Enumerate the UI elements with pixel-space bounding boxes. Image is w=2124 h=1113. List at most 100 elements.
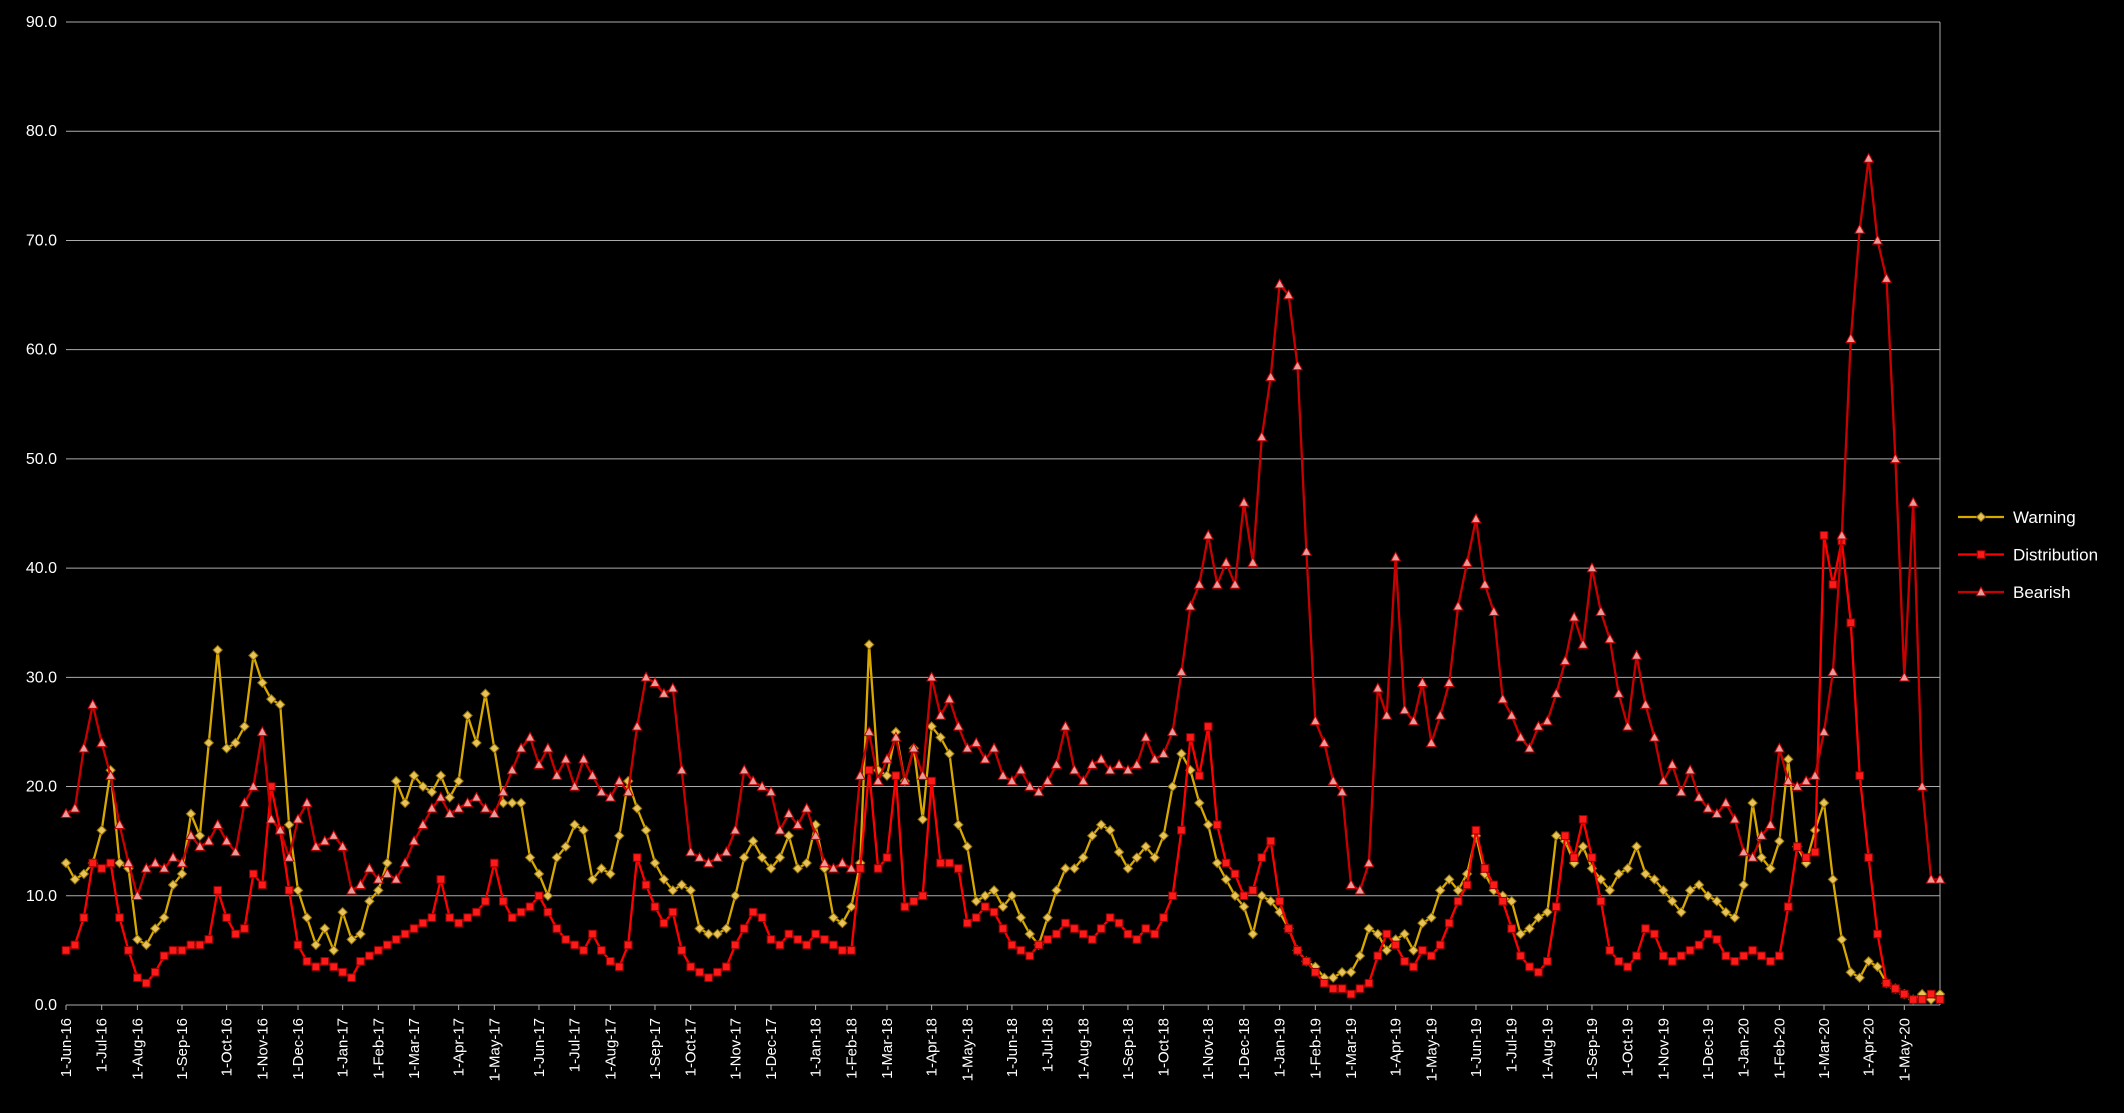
square-marker [1551,902,1561,912]
diamond-marker [578,824,589,836]
triangle-marker [970,736,982,748]
diamond-marker [792,863,804,874]
triangle-marker [1845,332,1857,343]
triangle-marker [1149,753,1161,764]
square-marker [418,918,428,928]
diamond-marker [551,852,563,863]
diamond-marker [381,857,393,869]
x-axis-label: 1-Sep-17 [647,1018,664,1080]
square-marker [445,913,455,922]
series-distribution[interactable] [61,531,1945,1004]
square-marker [846,946,856,955]
diamond-marker [301,912,313,923]
diamond-marker [1024,928,1036,940]
triangle-marker [399,856,411,868]
triangle-marker [488,807,500,819]
square-marker [1587,853,1597,862]
x-axis-label: 1-Aug-18 [1075,1018,1092,1080]
square-marker [507,913,517,922]
x-axis-label: 1-Oct-17 [683,1018,700,1076]
square-marker [606,957,615,966]
triangle-marker [863,725,875,737]
square-marker [356,957,365,966]
square-marker [454,918,463,928]
triangle-marker [1131,758,1143,769]
square-marker [195,940,205,950]
square-marker [1257,853,1267,862]
diamond-marker [863,639,875,650]
square-marker [329,962,339,972]
square-marker [1578,815,1588,824]
diamond-marker [783,830,795,842]
triangle-marker [1291,359,1304,371]
triangle-marker [1702,802,1714,813]
triangle-marker [185,829,197,840]
diamond-marker [1542,906,1553,918]
diamond-marker [1836,934,1848,945]
square-marker [954,864,963,873]
triangle-marker [631,720,643,731]
diamond-marker [640,824,652,836]
legend-item-distribution[interactable] [1958,550,2004,559]
square-marker [1132,935,1142,944]
triangle-marker [390,873,402,884]
y-axis-label: 0.0 [35,997,57,1014]
diamond-marker [1693,879,1705,891]
square-marker [936,858,945,868]
x-axis-label: 1-Sep-18 [1120,1018,1137,1080]
square-marker [775,940,785,950]
diamond-marker [444,792,456,803]
triangle-marker [1925,873,1937,884]
diamond-marker [596,863,607,874]
series-bearish[interactable] [60,152,1946,900]
triangle-marker [524,731,536,742]
triangle-marker [711,851,723,862]
triangle-marker [1193,578,1205,589]
triangle-marker [1300,545,1312,556]
square-marker [668,907,678,917]
legend-item-bearish[interactable] [1958,585,2004,597]
diamond-marker [239,721,250,732]
y-axis-label: 70.0 [26,232,57,249]
square-marker [730,940,740,950]
x-axis-label: 1-Dec-18 [1236,1018,1253,1080]
triangle-marker [1550,687,1562,698]
square-marker [1025,951,1035,961]
diamond-marker [631,803,643,814]
y-axis-label: 10.0 [26,888,57,905]
diamond-marker [1426,912,1437,923]
diamond-marker [1336,966,1348,978]
diamond-marker [587,874,598,885]
triangle-marker [1818,725,1830,737]
diamond-marker [1167,781,1178,792]
square-marker [1453,896,1463,906]
diamond-marker [997,901,1009,913]
triangle-marker [87,698,99,709]
triangle-marker [1497,693,1509,704]
legend-item-warning[interactable] [1958,511,2004,523]
triangle-marker [354,878,367,890]
square-marker [793,935,803,944]
triangle-marker [1479,578,1491,589]
x-axis-label: 1-Jun-16 [58,1018,75,1077]
triangle-marker [747,775,759,786]
triangle-marker [1577,638,1589,649]
y-axis-label: 20.0 [26,779,57,796]
x-axis-label: 1-Apr-20 [1861,1018,1878,1076]
square-marker [1783,902,1793,912]
x-axis-label: 1-May-18 [959,1018,976,1081]
triangle-marker [1934,873,1946,884]
x-axis-label: 1-Nov-16 [254,1018,271,1080]
triangle-marker [1631,649,1643,660]
square-marker [722,962,731,972]
series-warning[interactable] [60,639,1946,1005]
square-marker [748,907,758,917]
diamond-marker [1086,830,1098,842]
diamond-marker [1729,912,1741,923]
triangle-marker [1211,578,1223,589]
diamond-marker [1060,863,1071,874]
square-marker [525,902,535,912]
triangle-marker [1256,430,1268,442]
diamond-marker [881,770,893,781]
